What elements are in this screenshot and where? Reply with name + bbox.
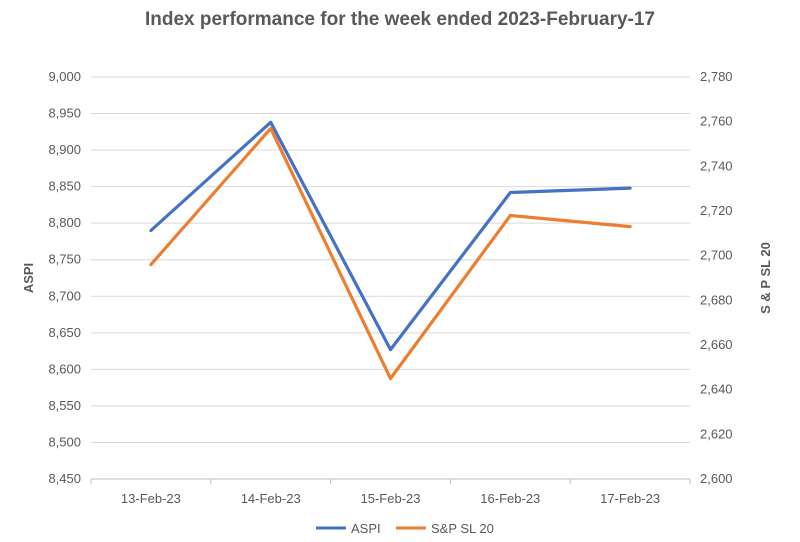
left-tick-label: 8,550 [48,398,81,413]
series-lines [149,120,632,381]
right-tick-label: 2,700 [700,248,733,263]
left-tick-label: 8,900 [48,142,81,157]
right-tick-label: 2,660 [700,337,733,352]
right-axis-ticks: 2,600 2,620 2,640 2,660 2,680 2,700 2,720 2,740… [700,69,733,486]
left-tick-label: 8,600 [48,361,81,376]
right-tick-label: 2,720 [700,203,733,218]
x-tick-label: 13-Feb-23 [121,491,181,506]
left-axis-ticks: 8,450 8,500 8,550 8,600 8,650 8,700 8,750 8,800… [48,69,81,486]
legend-label-aspi: ASPI [351,521,381,536]
left-tick-label: 8,800 [48,215,81,230]
chart-title: Index performance for the week ended 202… [145,9,655,30]
right-axis-label: S & P SL 20 [758,242,773,314]
left-axis-label: ASPI [21,263,36,293]
right-tick-label: 2,620 [700,426,733,441]
left-tick-label: 8,450 [48,471,81,486]
right-tick-label: 2,600 [700,471,733,486]
x-tick-label: 14-Feb-23 [241,491,301,506]
left-tick-label: 9,000 [48,69,81,84]
left-tick-label: 8,700 [48,288,81,303]
left-tick-label: 8,950 [48,106,81,121]
right-tick-label: 2,640 [700,382,733,397]
left-tick-label: 8,500 [48,434,81,449]
right-tick-label: 2,780 [700,69,733,84]
legend: ASPI S&P SL 20 [316,521,494,536]
gridlines [91,76,690,480]
right-tick-label: 2,740 [700,158,733,173]
series-line-0 [149,120,632,352]
left-tick-label: 8,750 [48,252,81,267]
right-tick-label: 2,760 [700,114,733,129]
x-tick-label: 15-Feb-23 [361,491,421,506]
legend-label-sp-sl-20: S&P SL 20 [431,521,494,536]
left-tick-label: 8,850 [48,179,81,194]
x-tick-label: 16-Feb-23 [480,491,540,506]
right-tick-label: 2,680 [700,292,733,307]
left-tick-label: 8,650 [48,325,81,340]
x-tick-label: 17-Feb-23 [600,491,660,506]
x-axis-ticks: 13-Feb-23 14-Feb-23 15-Feb-23 16-Feb-23 17-F… [90,479,691,506]
